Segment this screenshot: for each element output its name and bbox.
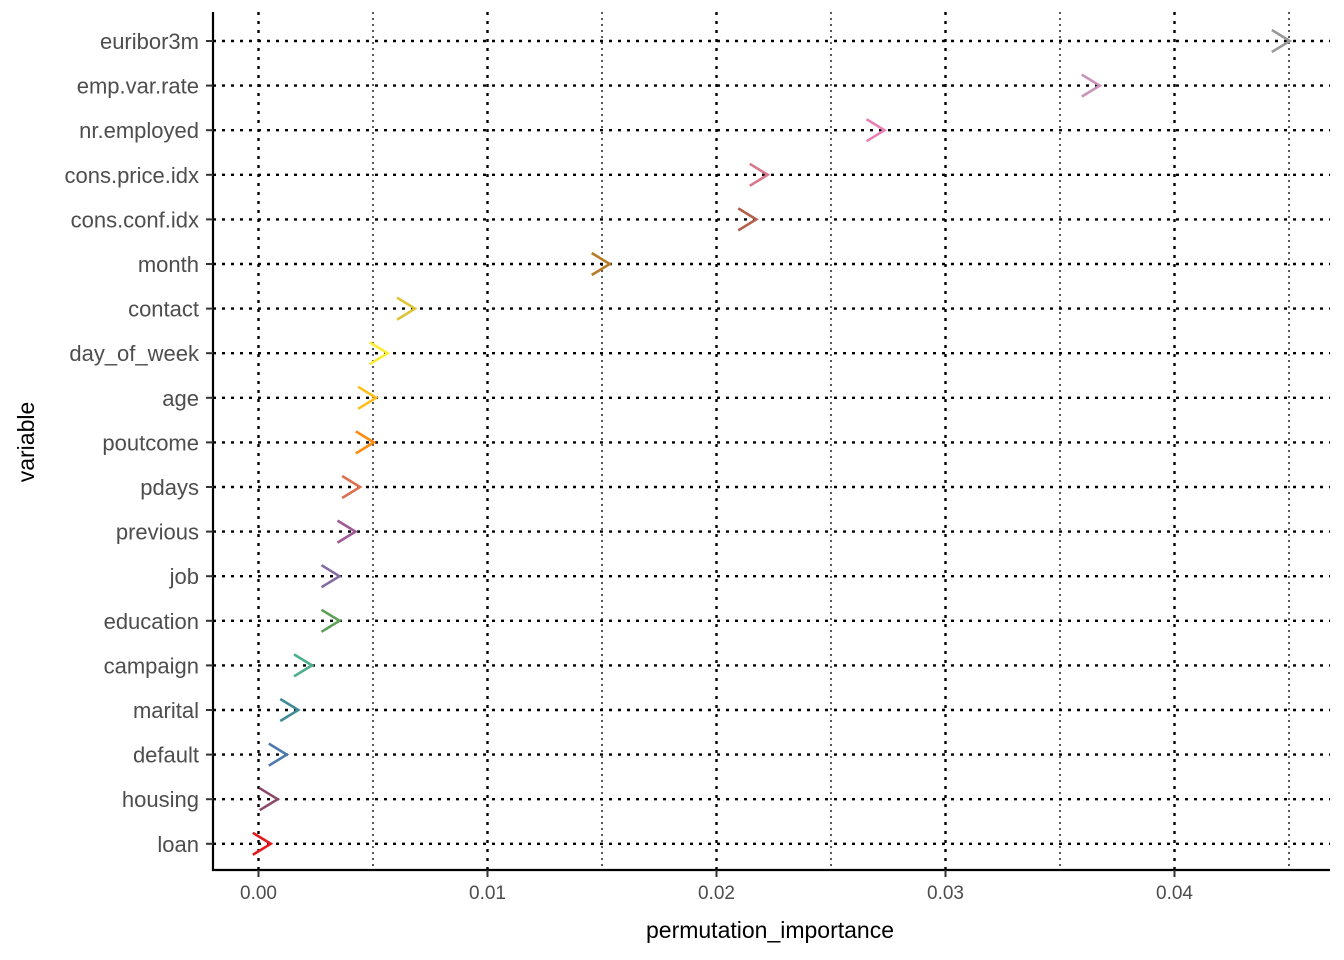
x-tick-label: 0.03 — [927, 883, 964, 904]
y-tick-label: pdays — [140, 475, 199, 500]
data-point — [293, 653, 315, 678]
y-tick-label: nr.employed — [79, 118, 199, 143]
y-tick-labels: euribor3m emp.var.rate nr.employed cons.pri… — [64, 29, 200, 857]
y-tick-label: month — [138, 252, 199, 277]
data-point — [357, 385, 379, 410]
x-tick-label: 0.00 — [240, 883, 277, 904]
y-tick-label: day_of_week — [69, 341, 200, 366]
axes — [206, 12, 1330, 877]
x-tick-label: 0.01 — [469, 883, 506, 904]
y-tick-label: marital — [133, 698, 199, 723]
y-axis-title: variable — [13, 402, 39, 483]
data-point — [320, 564, 342, 589]
x-tick-label: 0.04 — [1156, 883, 1193, 904]
x-tick-labels: 0.00 0.01 0.02 0.03 0.04 — [240, 883, 1193, 904]
data-point — [320, 608, 342, 633]
y-tick-label: cons.price.idx — [64, 163, 199, 188]
data-point — [252, 831, 274, 856]
y-tick-label: education — [104, 609, 199, 634]
data-point — [336, 519, 359, 544]
data-point — [368, 341, 391, 366]
data-point — [268, 742, 290, 767]
data-point — [749, 162, 771, 187]
data-point — [258, 787, 281, 812]
data-point — [341, 474, 363, 500]
data-point — [355, 430, 377, 455]
data-point — [1271, 28, 1293, 54]
data-point — [865, 118, 888, 143]
y-tick-label: default — [133, 743, 199, 768]
data-point — [737, 207, 759, 232]
y-tick-label: age — [162, 386, 199, 411]
data-markers — [252, 28, 1293, 856]
data-point — [396, 296, 418, 321]
y-tick-label: housing — [122, 787, 199, 812]
y-tick-label: contact — [128, 297, 199, 322]
y-tick-label: euribor3m — [100, 29, 199, 54]
y-tick-label: cons.conf.idx — [71, 207, 199, 232]
y-tick-label: poutcome — [102, 430, 199, 455]
y-tick-label: campaign — [104, 653, 199, 678]
data-point — [279, 697, 301, 723]
y-tick-label: emp.var.rate — [77, 74, 199, 99]
y-tick-label: loan — [157, 832, 199, 857]
grid-lines — [213, 12, 1330, 870]
x-tick-label: 0.02 — [698, 883, 735, 904]
data-point — [591, 251, 613, 277]
y-tick-label: previous — [116, 520, 199, 545]
x-axis-title: permutation_importance — [646, 917, 894, 943]
y-tick-label: job — [169, 564, 199, 589]
data-point — [1081, 73, 1103, 98]
